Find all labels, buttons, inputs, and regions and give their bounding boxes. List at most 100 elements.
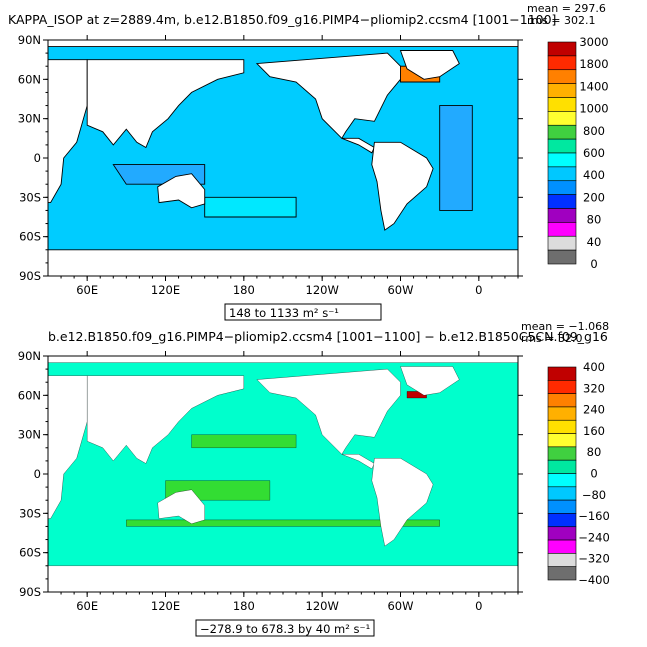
y-tick-label: 30S: [19, 190, 41, 204]
colorbar-label: 600: [583, 146, 605, 160]
colorbar-swatch: [547, 249, 577, 265]
top-map: 60E 120E 180 120W 60W 0 90N 60N 30N 0 30S 60S 90S: [18, 33, 523, 297]
colorbar-label: −320: [578, 552, 610, 566]
colorbar-label: −160: [578, 509, 610, 523]
bottom-colorbar: 400 320 240 160 80 0 −80 −160 −240 −320 −400: [547, 360, 610, 587]
colorbar-swatch: [547, 539, 577, 554]
bottom-range-box: [195, 619, 375, 637]
colorbar-swatch: [547, 111, 577, 126]
colorbar-swatch: [547, 69, 577, 84]
atlantic-patch: [439, 105, 473, 211]
colorbar-label: 3000: [579, 35, 608, 49]
colorbar-swatch: [547, 124, 577, 140]
colorbar-swatch: [547, 152, 577, 168]
north-america: [256, 368, 401, 455]
south-america: [371, 458, 434, 547]
bottom-stat-rms: rms = 32.0: [521, 332, 582, 345]
x-tick-label: 120W: [306, 283, 339, 297]
colorbar-swatch: [547, 446, 577, 461]
colorbar-label: 200: [583, 190, 605, 204]
colorbar-label: −240: [578, 530, 610, 544]
x-tick-label: 60E: [76, 283, 98, 297]
colorbar-label: 1400: [579, 79, 608, 93]
greenland: [399, 50, 460, 80]
antarctica: [47, 565, 519, 593]
bottom-range-label: −278.9 to 678.3 by 40 m² s⁻¹: [200, 622, 370, 636]
colorbar-label: 1000: [579, 102, 608, 116]
x-tick-label: 60W: [387, 283, 413, 297]
colorbar-swatch: [547, 393, 577, 408]
colorbar-swatch: [547, 41, 577, 57]
colorbar-swatch: [547, 180, 577, 195]
colorbar-swatch: [547, 406, 577, 421]
x-tick-label: 60W: [387, 599, 413, 613]
x-tick-label: 120E: [151, 599, 180, 613]
x-tick-label: 180: [233, 599, 255, 613]
south-pacific-patch: [204, 196, 297, 218]
y-tick-label: 60S: [19, 230, 41, 244]
colorbar-swatch: [547, 459, 577, 474]
colorbar-swatch: [547, 208, 577, 223]
colorbar-label: 800: [583, 124, 605, 138]
bottom-panel: b.e12.B1850.f09_g16.PIMP4−pliomip2.ccsm4…: [18, 320, 610, 637]
colorbar-label: 400: [583, 168, 605, 182]
australia: [157, 173, 206, 209]
y-tick-label: 0: [34, 151, 41, 165]
colorbar-swatch: [547, 513, 577, 528]
colorbar-label: 320: [583, 381, 605, 395]
colorbar-label: 240: [583, 403, 605, 417]
colorbar-swatch: [547, 166, 577, 182]
colorbar-swatch: [547, 55, 577, 71]
colorbar-swatch: [547, 222, 577, 237]
colorbar-label: 40: [587, 235, 602, 249]
colorbar-label: −400: [578, 573, 610, 587]
top-panel: KAPPA_ISOP at z=2889.4m, b.e12.B1850.f09…: [8, 2, 609, 321]
colorbar-swatch: [547, 83, 577, 98]
colorbar-label: 1800: [579, 57, 608, 71]
colorbar-label: −80: [582, 488, 606, 502]
colorbar-label: 400: [583, 360, 605, 374]
bottom-title: b.e12.B1850.f09_g16.PIMP4−pliomip2.ccsm4…: [48, 329, 608, 344]
y-tick-label: 0: [34, 467, 41, 481]
y-tick-label: 60N: [18, 72, 41, 86]
south-america: [371, 141, 434, 231]
colorbar-swatch: [547, 499, 577, 514]
colorbar-swatch: [547, 486, 577, 501]
bottom-map: 60E 120E 180 120W 60W 0 90N 60N 30N 0 30S 60S 90S: [18, 349, 523, 613]
x-tick-label: 0: [475, 599, 482, 613]
colorbar-swatch: [547, 526, 577, 541]
colorbar-swatch: [547, 194, 577, 209]
x-tick-label: 180: [233, 283, 255, 297]
arctic-cap: [47, 355, 519, 363]
y-tick-label: 30S: [19, 506, 41, 520]
colorbar-label: 160: [583, 424, 605, 438]
x-tick-label: 60E: [76, 599, 98, 613]
x-tick-label: 0: [475, 283, 482, 297]
top-range-label: 148 to 1133 m² s⁻¹: [229, 306, 339, 320]
top-range-box: [224, 303, 382, 321]
north-america: [255, 52, 401, 140]
greenland: [400, 366, 460, 396]
top-stat-rms: rms = 302.1: [527, 14, 595, 27]
y-tick-label: 60N: [18, 388, 41, 402]
colorbar-swatch: [547, 566, 577, 581]
colorbar-swatch: [547, 473, 577, 488]
y-tick-label: 90S: [19, 269, 41, 283]
colorbar-swatch: [547, 97, 577, 112]
y-tick-label: 90S: [19, 585, 41, 599]
asia: [87, 375, 244, 464]
colorbar-swatch: [547, 366, 577, 381]
north-pacific-band: [191, 434, 297, 448]
australia: [157, 489, 205, 524]
colorbar-label: 0: [590, 257, 597, 271]
southern-band: [126, 519, 440, 527]
colorbar-swatch: [547, 553, 577, 567]
arctic-cap: [47, 39, 519, 48]
asia: [86, 59, 245, 149]
colorbar-label: 0: [590, 467, 597, 481]
top-stat-mean: mean = 297.6: [527, 2, 606, 15]
colorbar-label: 80: [587, 445, 602, 459]
y-tick-label: 30N: [18, 428, 41, 442]
x-tick-label: 120W: [306, 599, 339, 613]
